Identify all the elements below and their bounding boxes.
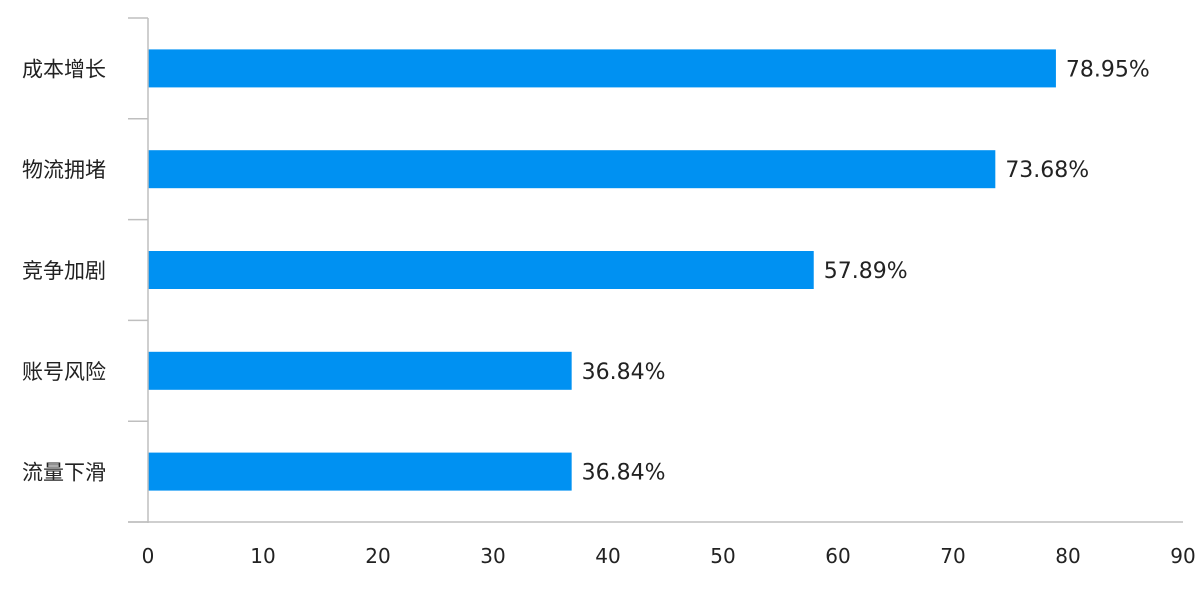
bar (148, 351, 572, 390)
bars-layer (148, 49, 1056, 491)
data-label: 36.84% (582, 461, 666, 486)
x-tick-label: 0 (142, 544, 155, 568)
bar (148, 49, 1056, 88)
x-tick-label: 40 (595, 544, 620, 568)
x-tick-label: 10 (250, 544, 275, 568)
x-tick-label: 50 (710, 544, 735, 568)
x-tick-label: 90 (1170, 544, 1195, 568)
category-label: 竞争加剧 (22, 259, 106, 283)
x-tick-label: 80 (1055, 544, 1080, 568)
bar (148, 452, 572, 491)
category-label: 流量下滑 (22, 461, 106, 485)
data-label: 73.68% (1005, 158, 1089, 183)
labels-layer: 0 10 20 30 40 50 60 70 80 90 成本增长 78.95% 物流拥堵 73.68% 竞… (22, 57, 1196, 568)
x-tick-label: 70 (940, 544, 965, 568)
axes-layer (128, 17, 1183, 523)
data-label: 57.89% (824, 259, 908, 284)
category-label: 账号风险 (22, 360, 106, 384)
bar (148, 150, 996, 189)
category-label: 物流拥堵 (22, 158, 106, 182)
x-tick-label: 30 (480, 544, 505, 568)
x-tick-label: 60 (825, 544, 850, 568)
category-label: 成本增长 (22, 57, 106, 81)
data-label: 78.95% (1066, 57, 1150, 82)
data-label: 36.84% (582, 360, 666, 385)
x-tick-label: 20 (365, 544, 390, 568)
bar (148, 251, 814, 289)
